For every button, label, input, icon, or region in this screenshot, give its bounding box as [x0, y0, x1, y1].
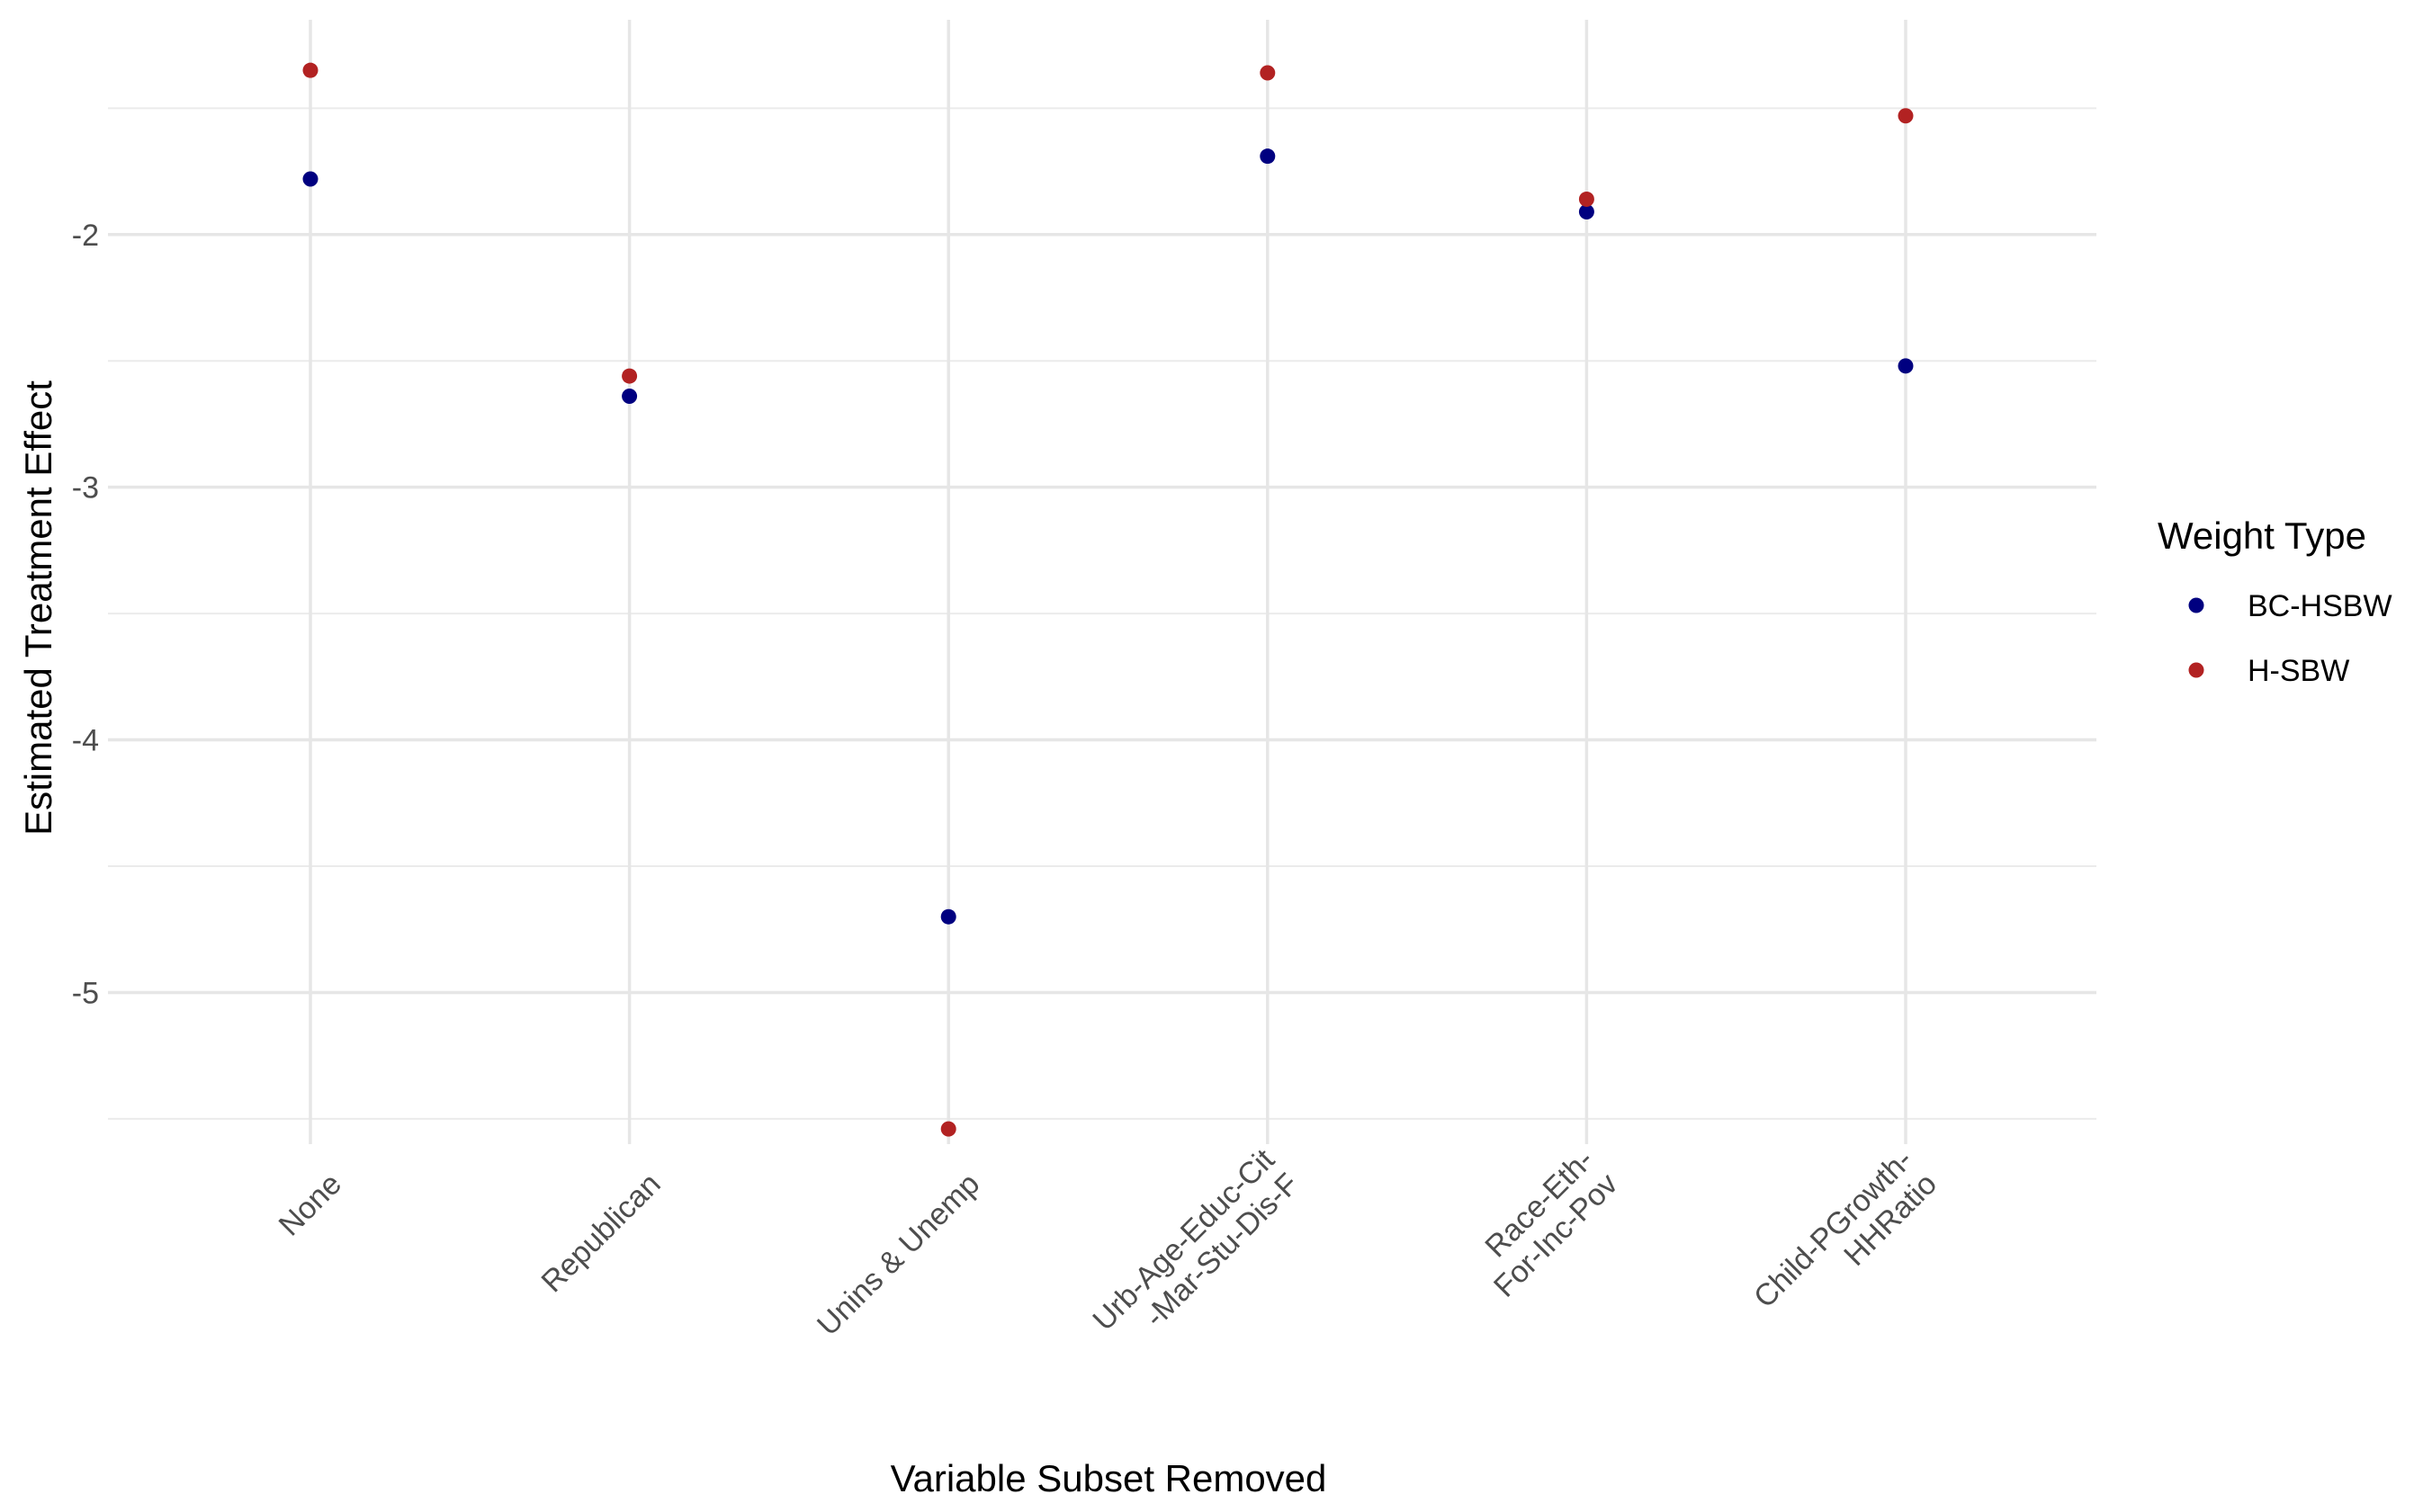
legend-title: Weight Type	[2158, 514, 2366, 557]
y-tick-label: -3	[72, 471, 99, 505]
legend-label: BC-HSBW	[2248, 589, 2392, 623]
minor-gridlines	[108, 107, 2096, 1120]
data-point-h-sbw	[302, 62, 319, 78]
data-point-h-sbw	[940, 1121, 956, 1137]
data-point-h-sbw	[1578, 191, 1594, 207]
legend-label: H-SBW	[2248, 654, 2349, 688]
x-tick-label: None	[273, 1167, 348, 1242]
legend-items: BC-HSBW H-SBW	[2188, 589, 2392, 688]
legend-key	[2188, 662, 2204, 678]
legend-key	[2188, 597, 2204, 613]
major-gridlines	[108, 20, 2096, 1144]
x-tick-label: Child-PGrowth-HHRatio	[1747, 1142, 1943, 1338]
data-point-bc-hsbw	[1898, 358, 1914, 374]
y-tick-label: -5	[72, 976, 99, 1010]
y-tick-label: -4	[72, 724, 99, 758]
x-tick-label: Republican	[534, 1167, 667, 1299]
x-tick-label: Urb-Age-Educ-Cit-Mar-Stu-Dis-F	[1086, 1142, 1306, 1362]
x-tick-label: Unins & Unemp	[811, 1167, 986, 1342]
y-axis-ticks: -5 -4 -3 -2	[72, 219, 99, 1011]
legend: Weight Type BC-HSBW H-SBW	[2158, 514, 2392, 688]
data-point-bc-hsbw	[1260, 148, 1276, 165]
y-axis-title: Estimated Treatment Effect	[17, 380, 59, 836]
data-point-bc-hsbw	[622, 389, 638, 405]
y-tick-label: -2	[72, 219, 99, 253]
x-axis-ticks: None Republican Unins & Unemp Urb-Age-Educ-…	[273, 1142, 1943, 1362]
data-point-h-sbw	[1260, 65, 1276, 81]
data-points	[302, 62, 1914, 1137]
data-point-bc-hsbw	[940, 908, 956, 925]
data-point-bc-hsbw	[1578, 203, 1594, 219]
x-axis-title: Variable Subset Removed	[891, 1457, 1327, 1499]
data-point-h-sbw	[622, 368, 638, 384]
data-point-h-sbw	[1898, 108, 1914, 124]
data-point-bc-hsbw	[302, 171, 319, 187]
x-tick-label: Race-Eth-For-Inc-Pov	[1463, 1142, 1624, 1303]
